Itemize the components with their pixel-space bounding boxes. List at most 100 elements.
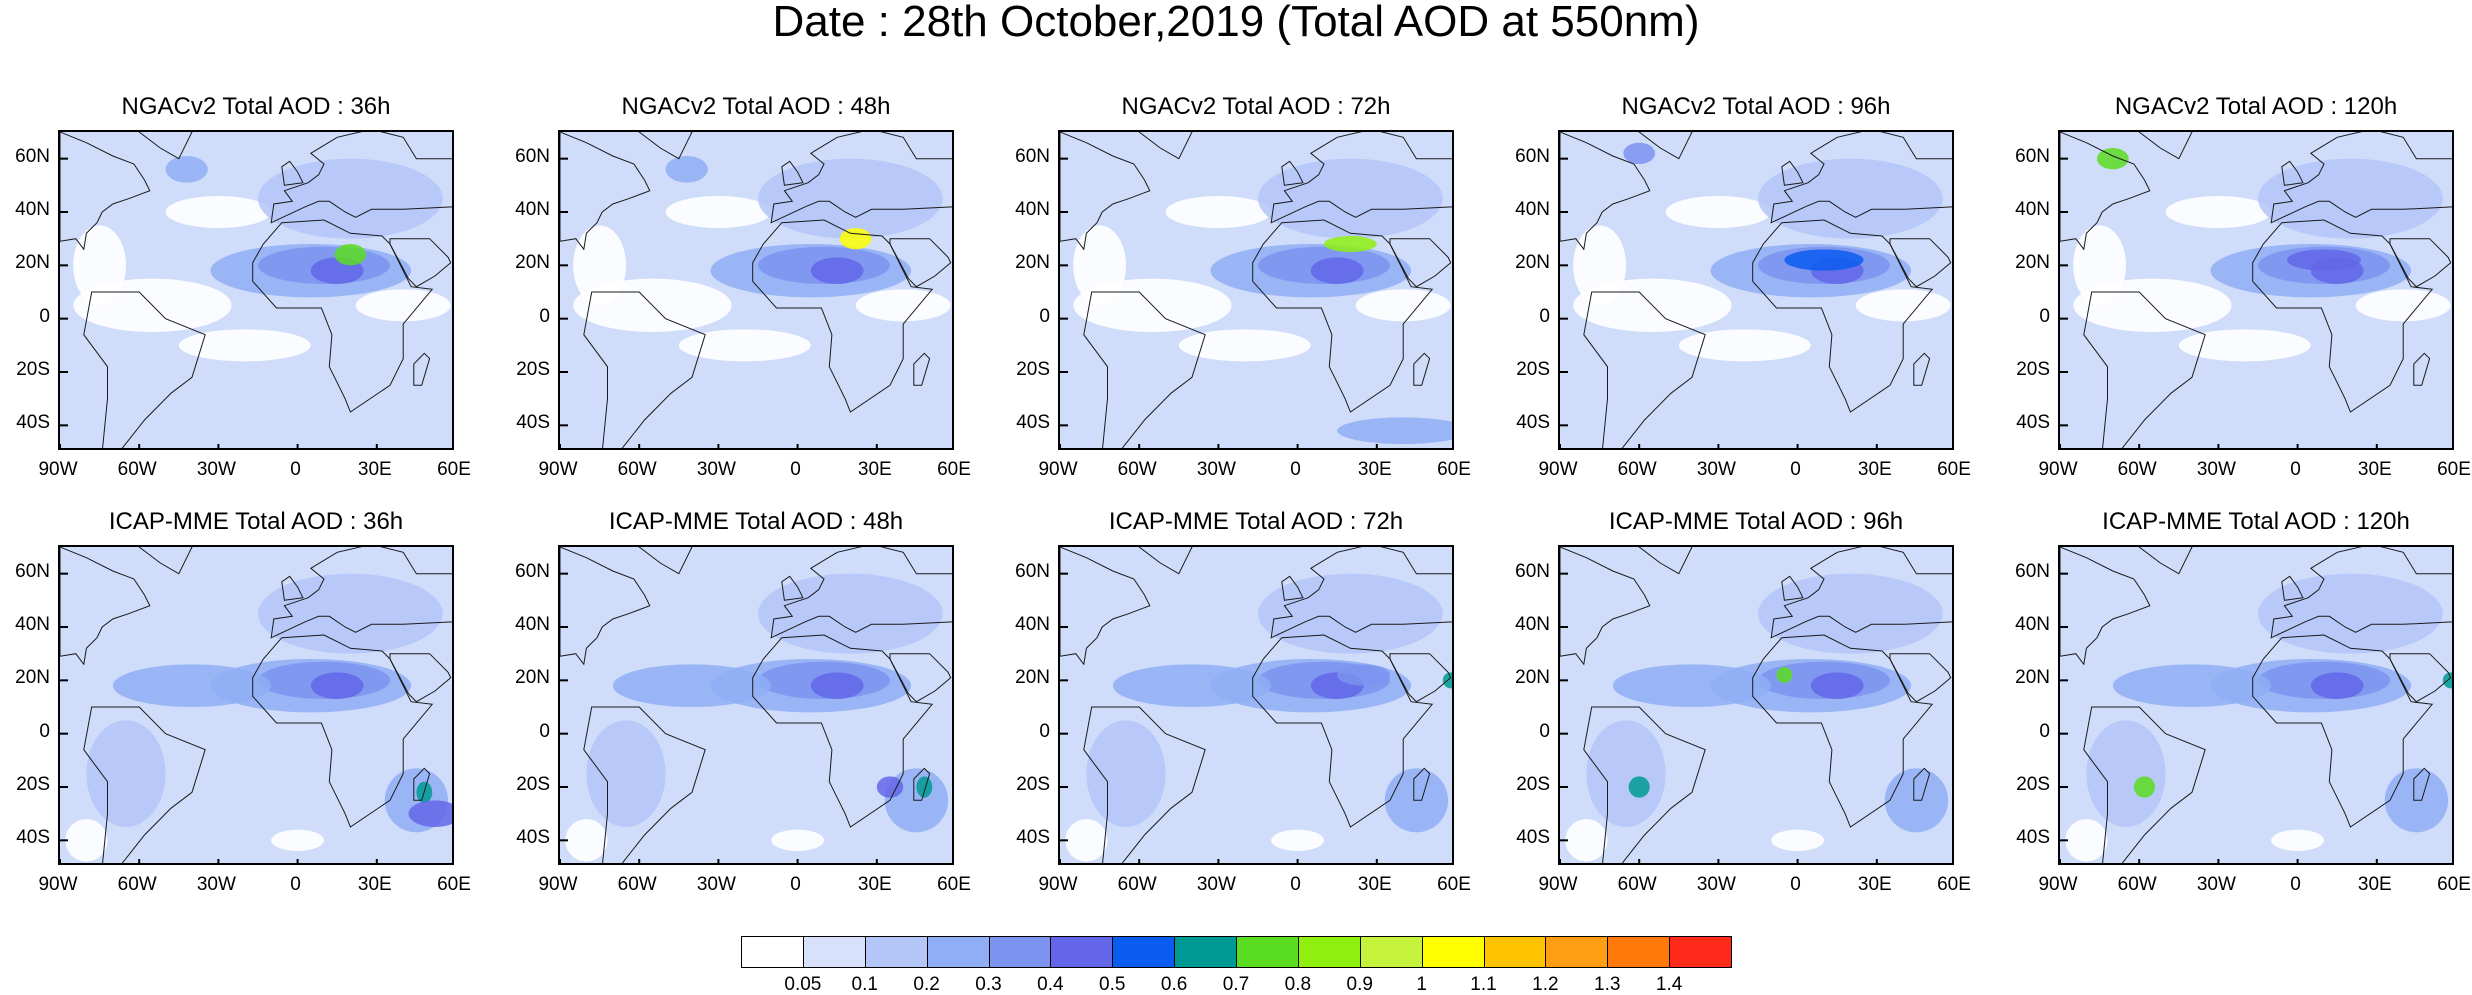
- coastline-north-america: [60, 132, 151, 251]
- aod-map: [558, 130, 954, 450]
- aod-plume: [1310, 257, 1364, 284]
- y-tick-label: 40N: [2015, 199, 2050, 220]
- colorbar-swatch: [1112, 936, 1176, 968]
- y-tick-label: 20S: [1516, 359, 1550, 380]
- coastline-madagascar: [913, 767, 931, 801]
- aod-plume: [612, 664, 772, 707]
- coastline-arabia: [889, 653, 952, 703]
- y-tick-label: 0: [1039, 305, 1050, 327]
- aod-plume: [1784, 249, 1864, 271]
- clean-air-region: [855, 289, 951, 322]
- colorbar-swatch: [988, 936, 1052, 968]
- x-tick-label: 60E: [937, 874, 971, 895]
- colorbar-swatch: [1607, 936, 1671, 968]
- clean-air-region: [771, 829, 824, 851]
- aod-plume: [916, 776, 933, 798]
- y-tick-label: 40N: [15, 614, 50, 635]
- y-tick-label: 20N: [2015, 252, 2050, 274]
- coastline-britain: [781, 575, 804, 601]
- clean-air-region: [65, 819, 108, 862]
- colorbar-label: 1.4: [1655, 974, 1683, 995]
- coastline-britain: [1281, 160, 1304, 186]
- coastline-greenland: [1638, 132, 1693, 160]
- coastline-africa: [1252, 634, 1434, 828]
- aod-plume: [1776, 667, 1793, 683]
- y-tick-label: 60N: [2015, 145, 2050, 167]
- aod-plume: [1258, 573, 1443, 654]
- clean-air-region: [2178, 329, 2311, 362]
- x-tick-label: 0: [2290, 874, 2301, 895]
- aod-plume: [1337, 664, 1390, 686]
- y-tick-label: 0: [1539, 305, 1550, 327]
- coastline-arabia: [889, 238, 952, 288]
- y-tick-label: 60N: [15, 145, 50, 167]
- y-tick-label: 20N: [1515, 252, 1550, 274]
- aod-plume: [2310, 672, 2364, 699]
- x-tick-label: 60E: [437, 459, 471, 480]
- clean-air-region: [178, 329, 311, 362]
- clean-air-region: [355, 289, 451, 322]
- x-tick-label: 90W: [538, 874, 578, 895]
- colorbar-label: 1.2: [1532, 974, 1559, 995]
- x-tick-label: 30W: [1696, 459, 1736, 480]
- coastline-europe: [2270, 547, 2452, 639]
- clean-air-region: [2355, 289, 2451, 322]
- colorbar-swatch: [1483, 936, 1547, 968]
- y-tick-label: 20S: [1516, 774, 1550, 795]
- aod-plume: [1112, 664, 1272, 707]
- x-tick-label: 0: [290, 459, 301, 480]
- coastline-africa: [252, 219, 434, 413]
- panel-title: NGACv2 Total AOD : 36h: [121, 93, 391, 120]
- colorbar-swatch: [864, 936, 928, 968]
- aod-plume: [665, 156, 708, 183]
- coastline-south-america: [1583, 291, 1706, 448]
- y-tick-label: 20N: [515, 252, 550, 274]
- aod-plume: [1586, 720, 1666, 827]
- aod-map: [2058, 130, 2454, 450]
- y-tick-label: 40N: [1015, 614, 1050, 635]
- x-tick-label: 30E: [2357, 459, 2392, 480]
- x-tick-label: 0: [1790, 874, 1801, 895]
- y-tick-label: 0: [2039, 720, 2050, 742]
- coastline-south-america: [2083, 706, 2206, 863]
- x-tick-label: 60W: [617, 874, 657, 895]
- coastline-africa: [1752, 219, 1934, 413]
- x-tick-label: 30W: [196, 874, 236, 895]
- colorbar-label: 0.3: [975, 974, 1002, 995]
- x-tick-label: 90W: [1538, 459, 1578, 480]
- coastline-britain: [781, 160, 804, 186]
- coastline-madagascar: [1913, 767, 1931, 801]
- colorbar-label: 0.7: [1222, 974, 1250, 995]
- aod-plume: [258, 158, 443, 239]
- colorbar-label: 0.4: [1037, 974, 1064, 995]
- coastline-south-america: [583, 291, 706, 448]
- clean-air-region: [73, 225, 126, 306]
- coastline-arabia: [1889, 653, 1952, 703]
- y-tick-label: 20S: [2016, 774, 2050, 795]
- aod-plume: [1810, 672, 1864, 699]
- colorbar-label: 0.6: [1160, 974, 1188, 995]
- clean-air-region: [1573, 225, 1626, 306]
- coastline-south-america: [1583, 706, 1706, 863]
- x-tick-label: 30W: [1196, 874, 1236, 895]
- x-tick-label: 30W: [2196, 874, 2236, 895]
- colorbar-swatch: [1545, 936, 1609, 968]
- y-tick-label: 40N: [1515, 614, 1550, 635]
- map-svg: [1060, 132, 1452, 448]
- clean-air-region: [678, 329, 811, 362]
- coastline-britain: [2281, 160, 2304, 186]
- x-tick-label: 30E: [1857, 874, 1892, 895]
- y-tick-label: 40S: [16, 412, 50, 434]
- coastline-arabia: [389, 238, 452, 288]
- clean-air-region: [271, 829, 324, 851]
- coastline-africa: [752, 219, 934, 413]
- coastline-arabia: [1389, 238, 1452, 288]
- x-tick-label: 60E: [1437, 459, 1471, 480]
- coastline-greenland: [1138, 547, 1193, 575]
- map-svg: [1060, 547, 1452, 863]
- coastline-madagascar: [1413, 767, 1431, 801]
- coastline-britain: [1781, 575, 1804, 601]
- map-svg: [60, 547, 452, 863]
- aod-plume: [165, 156, 208, 183]
- coastline-north-america: [2060, 132, 2151, 251]
